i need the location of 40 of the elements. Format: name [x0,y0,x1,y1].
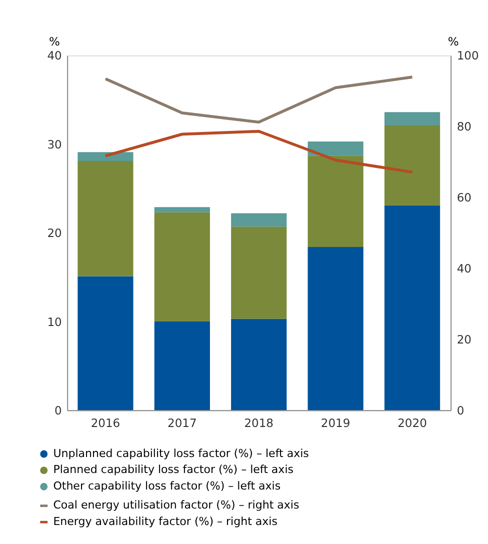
y2-tick-label: 80 [456,120,472,134]
legend-label: Energy availability factor (%) – right axis [53,514,278,528]
y-tick-label: 20 [47,226,62,240]
bar [78,152,134,161]
bar [308,246,364,410]
legend-label: Planned capability loss factor (%) – left axis [53,463,294,476]
legend-label: Other capability loss factor (%) – left axis [53,480,281,492]
bar [78,160,134,276]
bar [384,112,440,126]
bar [231,213,287,227]
y-tick-label: 0 [54,403,62,418]
legend-label: Coal energy utilisation factor (%) – right axis [53,498,300,512]
line-series [104,76,414,124]
y2-tick-label: 60 [456,190,472,205]
x-tick-label: 2017 [168,416,197,430]
bar [384,205,440,410]
bar [154,321,210,410]
bar [154,207,210,212]
y-tick-label: 30 [47,137,62,152]
x-tick-label: 2020 [398,416,427,430]
y-axis-title: % [48,34,60,48]
legend-label: Unplanned capability loss factor (%) – left axis [53,446,310,460]
bar [231,318,287,410]
y2-tick-label: 20 [456,332,472,347]
x-tick-label: 2018 [244,416,274,430]
y-tick-label: 10 [47,314,62,329]
bar [308,141,364,156]
y2-tick-label: 40 [456,262,472,276]
x-tick-label: 2016 [90,416,120,430]
bar [78,276,134,410]
y2-tick-label: 0 [456,403,464,418]
line-series [104,130,414,174]
x-tick-label: 2019 [320,416,350,430]
bar [154,212,210,322]
y2-axis-title: % [448,34,459,48]
y2-tick-label: 100 [456,48,479,63]
bar [308,156,364,247]
bar [231,226,287,319]
y-tick-label: 40 [47,48,62,63]
bar [384,125,440,206]
